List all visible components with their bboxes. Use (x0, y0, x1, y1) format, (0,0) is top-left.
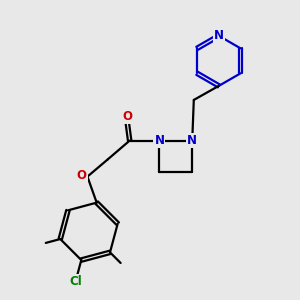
Text: N: N (154, 134, 164, 147)
Text: O: O (122, 110, 132, 123)
Text: O: O (77, 169, 87, 182)
Text: Cl: Cl (69, 275, 82, 288)
Text: N: N (214, 29, 224, 42)
Text: N: N (187, 134, 197, 147)
